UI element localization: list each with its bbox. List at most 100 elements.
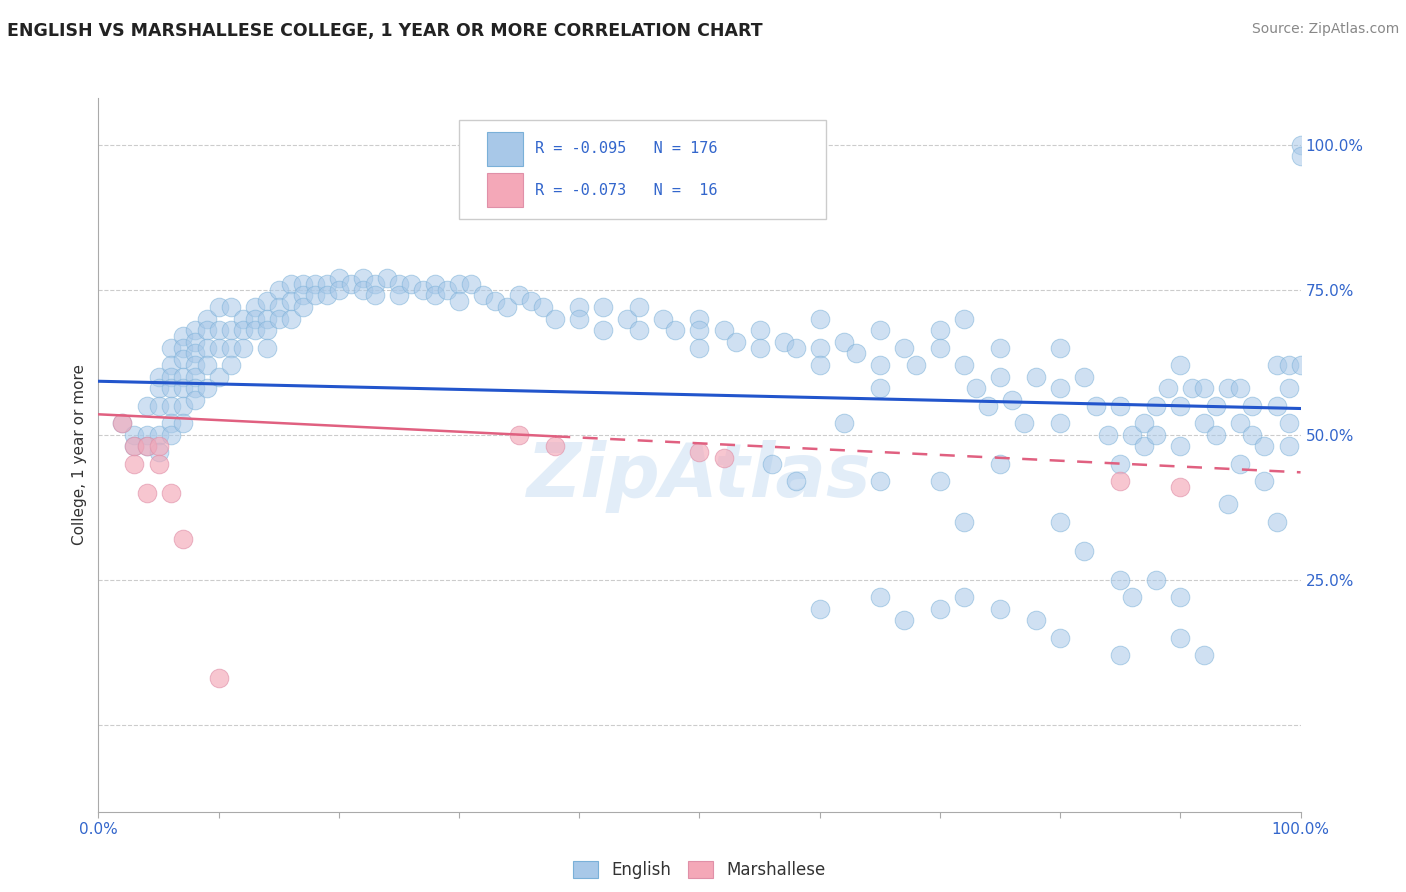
Point (928, 474, 950, 488)
Point (135, 399, 157, 413)
Point (869, 590, 891, 604)
Point (1121, 427, 1143, 442)
Point (832, 416, 855, 430)
Point (1109, 573, 1132, 587)
Point (1194, 416, 1216, 430)
Point (1205, 399, 1227, 413)
Point (508, 427, 530, 442)
Point (869, 323, 891, 337)
Point (124, 427, 146, 442)
Point (965, 381, 987, 395)
Point (1157, 381, 1180, 395)
Point (688, 341, 710, 355)
Point (508, 288, 530, 302)
Point (256, 311, 278, 326)
Point (869, 474, 891, 488)
Point (1277, 439, 1299, 453)
Point (724, 334, 747, 349)
Point (1277, 358, 1299, 372)
Point (1170, 358, 1192, 372)
Point (208, 369, 231, 384)
Point (1049, 515, 1071, 529)
Point (1109, 457, 1132, 471)
Point (544, 439, 567, 453)
Point (928, 601, 950, 615)
Point (135, 485, 157, 500)
Point (267, 311, 290, 326)
Point (124, 457, 146, 471)
Point (893, 341, 915, 355)
Point (1144, 399, 1167, 413)
Point (568, 300, 591, 314)
Point (159, 341, 181, 355)
Point (785, 474, 807, 488)
Point (1001, 392, 1024, 407)
Point (713, 450, 735, 465)
Point (688, 445, 710, 459)
Point (1253, 439, 1275, 453)
Point (845, 346, 868, 360)
Point (208, 300, 231, 314)
Point (219, 341, 242, 355)
Point (183, 323, 205, 337)
Point (1049, 381, 1071, 395)
Point (148, 369, 170, 384)
Point (256, 341, 278, 355)
Point (195, 358, 218, 372)
Point (1241, 399, 1264, 413)
Point (1194, 648, 1216, 662)
Point (172, 381, 194, 395)
Point (148, 427, 170, 442)
Point (484, 294, 506, 309)
Point (352, 271, 374, 285)
Point (423, 277, 446, 291)
Point (219, 358, 242, 372)
Point (1121, 590, 1143, 604)
Point (977, 399, 1000, 413)
Point (808, 601, 831, 615)
Point (183, 334, 205, 349)
Point (447, 277, 470, 291)
Point (183, 369, 205, 384)
Point (1097, 427, 1119, 442)
Point (988, 369, 1011, 384)
Point (148, 399, 170, 413)
Point (304, 277, 326, 291)
Y-axis label: College, 1 year or more: College, 1 year or more (72, 365, 87, 545)
Point (1049, 631, 1071, 645)
Point (375, 271, 398, 285)
Point (616, 311, 638, 326)
Point (423, 288, 446, 302)
Point (592, 300, 614, 314)
Point (1265, 358, 1288, 372)
Point (1133, 439, 1156, 453)
Point (1170, 439, 1192, 453)
Point (748, 341, 770, 355)
Point (219, 300, 242, 314)
Point (544, 311, 567, 326)
Point (291, 277, 314, 291)
Point (1277, 416, 1299, 430)
Point (232, 323, 254, 337)
Point (399, 277, 422, 291)
Point (172, 416, 194, 430)
Point (111, 416, 134, 430)
Point (628, 323, 651, 337)
Point (172, 399, 194, 413)
Point (135, 439, 157, 453)
Point (447, 294, 470, 309)
Point (568, 311, 591, 326)
Point (195, 381, 218, 395)
Point (988, 601, 1011, 615)
Point (1253, 474, 1275, 488)
FancyBboxPatch shape (458, 120, 825, 219)
Point (1073, 369, 1095, 384)
Point (531, 300, 554, 314)
Point (953, 358, 976, 372)
Point (195, 323, 218, 337)
Point (1133, 416, 1156, 430)
Point (219, 323, 242, 337)
Point (472, 288, 495, 302)
Point (1049, 416, 1071, 430)
Point (761, 457, 783, 471)
